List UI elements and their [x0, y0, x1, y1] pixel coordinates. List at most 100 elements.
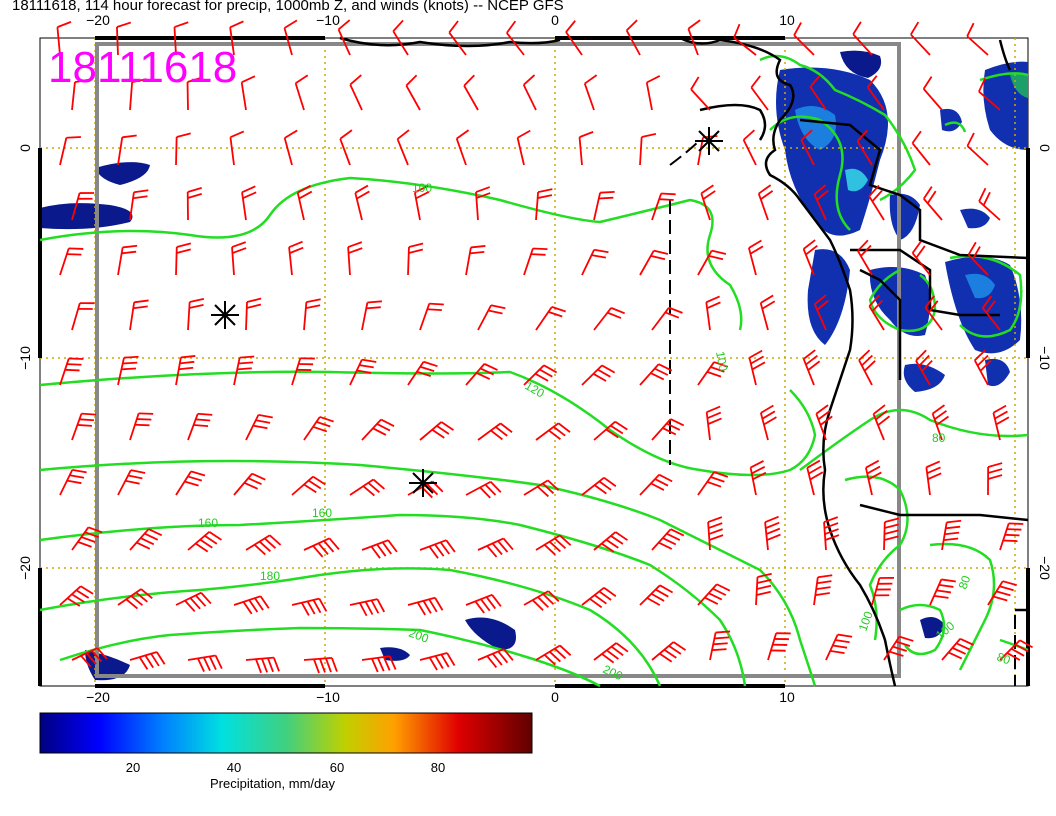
tick-labels: −20 −10 0 10 −20 −10 0 10 0 −10 −20 0 −1…	[17, 12, 1053, 705]
wind-barb	[59, 136, 81, 166]
wind-barb	[639, 249, 669, 276]
wind-barb	[759, 404, 777, 441]
wind-barb	[361, 655, 397, 673]
wind-barb	[651, 641, 687, 663]
wind-barb	[477, 537, 514, 558]
wind-barb	[283, 19, 298, 56]
wind-barb	[806, 459, 824, 496]
wind-barb	[129, 78, 147, 111]
wind-barb	[924, 295, 943, 331]
wind-barb	[465, 245, 486, 276]
wind-barb	[651, 306, 683, 331]
wind-barb	[802, 349, 821, 386]
wind-barb	[978, 78, 1001, 111]
contour-label: 160	[312, 506, 332, 520]
wind-barb	[883, 635, 914, 661]
wind-barb	[813, 184, 829, 221]
wind-barb	[187, 654, 223, 672]
wind-barb	[129, 528, 163, 551]
wind-barb	[858, 349, 876, 386]
wind-barb	[59, 585, 94, 607]
wind-barb	[465, 363, 498, 386]
wind-barb	[523, 364, 558, 386]
wind-barb	[802, 239, 818, 276]
wind-barb	[593, 531, 629, 553]
wind-barb	[941, 519, 962, 551]
wind-barb	[303, 298, 321, 331]
wind-barb	[813, 574, 833, 606]
wind-barb	[764, 515, 781, 551]
wind-barb	[583, 74, 598, 111]
wind-barb	[347, 241, 363, 276]
wind-barb	[240, 75, 256, 111]
contour-label: 100	[713, 350, 730, 372]
wind-barb	[477, 648, 514, 668]
wind-barb	[303, 416, 334, 441]
wind-barb	[396, 129, 410, 166]
wind-barb	[978, 187, 1001, 221]
wind-barb	[700, 184, 716, 221]
wind-barb	[793, 22, 815, 56]
wind-barb	[187, 298, 205, 331]
wind-barb	[742, 129, 757, 166]
wind-barb	[915, 349, 933, 386]
wind-barb	[245, 656, 280, 674]
contour-label: 80	[995, 650, 1013, 668]
wind-barb	[767, 632, 791, 661]
wind-barb	[129, 189, 149, 221]
wind-barb	[925, 460, 942, 496]
contour-label: 80	[956, 573, 974, 591]
wind-barb	[337, 19, 351, 56]
wind-barb	[506, 20, 525, 56]
wind-barb	[581, 476, 617, 496]
wind-barb	[578, 131, 594, 166]
wind-barb	[175, 242, 192, 276]
wind-barb	[973, 349, 992, 386]
wind-barb	[825, 633, 853, 661]
wind-barb	[800, 129, 815, 166]
wind-barb	[535, 644, 572, 666]
wind-barb	[117, 244, 138, 276]
wind-barb	[59, 357, 84, 386]
wind-barb	[349, 74, 363, 111]
wind-barb	[465, 593, 502, 614]
wind-barb	[392, 19, 409, 56]
wind-barb	[349, 358, 377, 386]
lat-tick-left: −20	[17, 556, 33, 580]
lon-tick-bottom: −10	[316, 689, 340, 705]
wind-barb	[813, 294, 829, 331]
wind-barb	[71, 78, 90, 111]
wind-barb	[71, 302, 95, 331]
lat-tick-right: −10	[1037, 346, 1053, 370]
wind-barb	[477, 304, 506, 331]
wind-barb	[241, 185, 257, 221]
wind-barb	[245, 534, 282, 556]
wind-barb	[581, 248, 609, 276]
station-markers	[211, 127, 723, 497]
lon-tick-top: −10	[316, 12, 340, 28]
lon-tick-bottom: −20	[86, 689, 110, 705]
wind-barb	[757, 184, 774, 221]
wind-barb	[71, 647, 108, 668]
wind-barb	[71, 526, 103, 551]
wind-barb	[296, 184, 313, 221]
wind-barb	[535, 422, 571, 441]
wind-barb	[967, 241, 989, 276]
wind-barb	[852, 21, 873, 56]
wind-barb	[868, 294, 885, 331]
wind-barb	[581, 586, 617, 609]
lon-tick-bottom: 0	[551, 689, 559, 705]
wind-barb	[349, 478, 385, 497]
wind-barb	[175, 355, 196, 386]
colorbar-tick: 40	[227, 760, 241, 775]
wind-barb	[992, 404, 1010, 441]
colorbar	[39, 712, 533, 754]
wind-barb	[523, 590, 560, 611]
wind-barb	[535, 188, 553, 221]
wind-barb	[865, 459, 882, 496]
wind-barbs	[56, 19, 1034, 674]
wind-barb	[755, 572, 772, 606]
wind-barb	[523, 247, 548, 276]
wind-barb	[233, 472, 266, 496]
